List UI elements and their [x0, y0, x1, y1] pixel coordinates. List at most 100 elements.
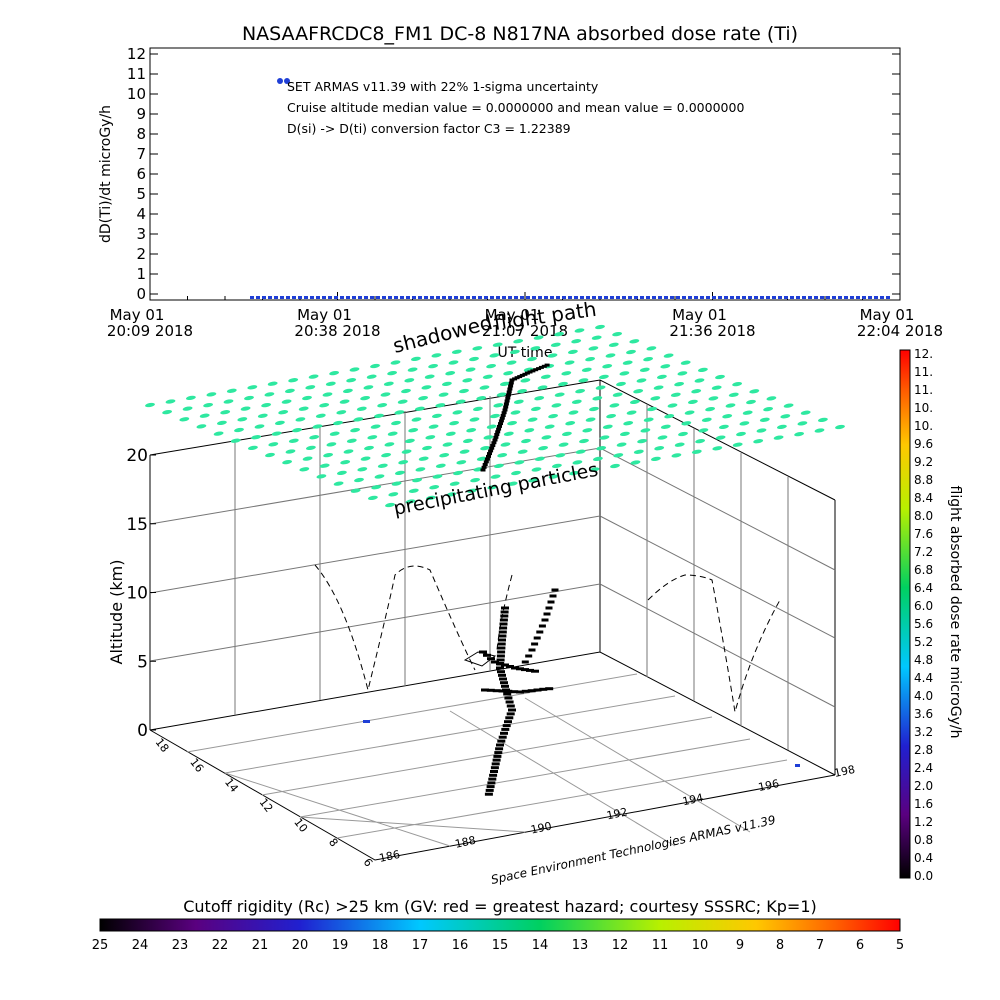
precip-marker: [196, 424, 207, 429]
dose-colorbar-tick: 10.: [914, 401, 933, 415]
flight-path-point: [508, 384, 514, 388]
legend-marker: [277, 78, 283, 84]
flight-path-point: [500, 681, 508, 685]
dose-point: [346, 296, 350, 299]
precip-marker: [671, 453, 682, 458]
dose-point: [700, 296, 704, 299]
dose-point: [592, 296, 596, 299]
dose-point: [688, 296, 692, 299]
precip-marker: [312, 424, 323, 429]
precip-marker: [445, 371, 456, 376]
rigidity-colorbar-tick: 18: [372, 938, 389, 953]
dose-point: [862, 296, 866, 299]
rigidity-colorbar-tick: 20: [292, 938, 309, 953]
flight-path-point: [502, 408, 508, 412]
y-tick-label: 0: [136, 285, 146, 303]
precip-marker: [462, 378, 473, 383]
precip-marker: [309, 435, 320, 440]
precip-marker: [394, 470, 405, 476]
precip-marker: [524, 428, 535, 433]
flight-path-point: [499, 622, 508, 626]
precip-marker: [322, 392, 333, 397]
dose-colorbar-tick: 4.4: [914, 671, 933, 685]
precip-marker: [705, 406, 716, 412]
precip-marker: [626, 349, 636, 355]
flight-path-point: [506, 665, 514, 668]
precip-marker: [534, 456, 545, 461]
precip-marker: [794, 431, 805, 437]
precip-marker: [466, 428, 477, 433]
precip-marker: [247, 385, 258, 390]
precip-marker: [674, 381, 685, 387]
precip-marker: [470, 477, 481, 483]
dose-marker: [363, 720, 370, 723]
precip-marker: [323, 452, 334, 458]
precip-marker: [708, 396, 719, 401]
precip-marker: [581, 367, 592, 372]
precip-marker: [537, 385, 548, 390]
dose-point: [886, 296, 890, 299]
precip-marker: [350, 427, 361, 433]
precip-marker: [247, 445, 258, 451]
precip-marker: [574, 328, 585, 333]
precip-marker: [220, 410, 231, 415]
dose-point: [352, 296, 356, 299]
flight-path-point: [501, 411, 507, 415]
precip-marker: [329, 370, 340, 376]
dose-point: [604, 296, 608, 299]
precip-marker: [366, 374, 377, 379]
dose-colorbar-tick: 9.6: [914, 437, 933, 451]
precip-marker: [282, 459, 293, 465]
precip-marker: [677, 371, 688, 376]
dose-point: [322, 296, 326, 299]
dose-point: [838, 296, 842, 299]
dose-point: [832, 296, 836, 299]
rigidity-colorbar-tick: 10: [692, 938, 709, 953]
dose-colorbar-tick: 6.0: [914, 599, 933, 613]
precip-marker: [446, 492, 457, 497]
chart-title: NASAAFRCDC8_FM1 DC-8 N817NA absorbed dos…: [242, 23, 798, 45]
precip-marker: [496, 392, 507, 397]
flight-path-point: [544, 363, 550, 367]
precip-marker: [558, 442, 569, 447]
precip-marker: [465, 367, 476, 372]
dose-point: [652, 296, 656, 299]
flight-path-point: [488, 449, 494, 453]
precip-marker: [718, 424, 729, 430]
dose-point: [358, 296, 362, 299]
dose-point: [766, 296, 770, 299]
precip-marker: [459, 449, 470, 454]
precip-marker: [766, 396, 777, 401]
precip-marker: [541, 435, 552, 440]
precip-marker: [633, 449, 644, 454]
precip-marker: [234, 427, 244, 433]
precip-marker: [452, 410, 463, 415]
dose-colorbar-tick: 7.6: [914, 527, 933, 541]
precip-marker: [333, 420, 343, 426]
flight-path-point: [486, 688, 495, 692]
flight-path-point: [498, 630, 507, 634]
precip-marker: [589, 406, 599, 412]
flight-path-point: [509, 378, 515, 382]
precip-marker: [185, 395, 196, 401]
flight-path-point: [547, 600, 555, 604]
precip-marker: [732, 381, 743, 387]
dose-colorbar-label: flight absorbed dose rate microGy/h: [947, 486, 963, 739]
dose-point: [844, 296, 848, 299]
precip-marker: [565, 421, 576, 426]
precip-marker: [333, 481, 344, 486]
flight-path-point: [498, 638, 506, 642]
precip-marker: [472, 346, 483, 351]
flight-path-point: [496, 658, 505, 662]
precip-marker: [585, 356, 596, 362]
precip-marker: [630, 460, 641, 465]
precip-marker: [551, 463, 562, 469]
precip-marker: [257, 413, 268, 418]
precip-marker: [527, 417, 538, 422]
precip-marker: [610, 463, 620, 469]
precip-marker: [466, 488, 477, 493]
precip-marker: [230, 438, 241, 443]
precip-marker: [616, 381, 626, 387]
flight-path-point: [485, 788, 494, 792]
